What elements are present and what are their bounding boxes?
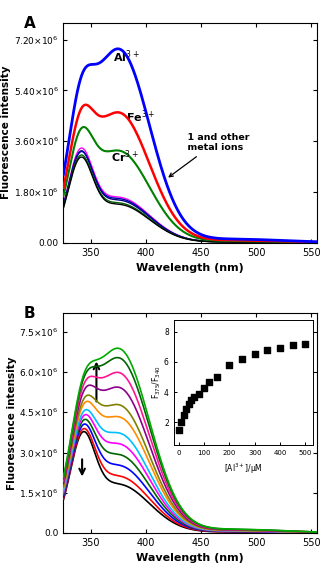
Text: Al$^{3+}$: Al$^{3+}$ [113, 48, 139, 65]
Text: A: A [24, 16, 36, 31]
Y-axis label: Fluorescence intensity: Fluorescence intensity [6, 356, 17, 490]
Text: 1 and other
  metal ions: 1 and other metal ions [169, 133, 250, 177]
X-axis label: Wavelength (nm): Wavelength (nm) [136, 263, 244, 273]
Text: Cr$^{3+}$: Cr$^{3+}$ [111, 148, 138, 165]
Text: Fe$^{3+}$: Fe$^{3+}$ [126, 109, 156, 125]
Y-axis label: Fluorescence intensity: Fluorescence intensity [1, 66, 11, 200]
X-axis label: Wavelength (nm): Wavelength (nm) [136, 553, 244, 563]
Text: B: B [24, 307, 36, 321]
